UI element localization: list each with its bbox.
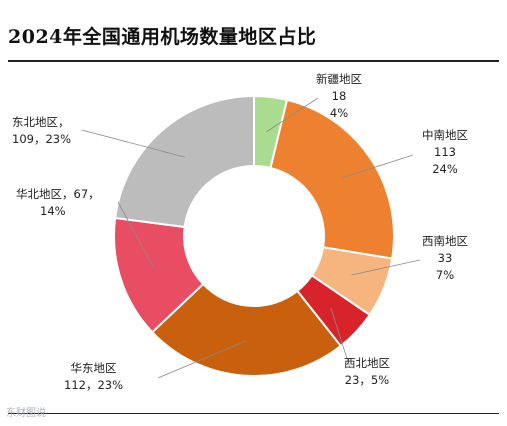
label-dongbei-line2: 109，23%: [12, 132, 72, 146]
leader-line-6: [117, 201, 155, 269]
leader-line-7: [81, 129, 185, 158]
label-xinan-percent: 7%: [435, 268, 455, 282]
leader-line-5: [157, 340, 247, 379]
label-xinan-name: 西南地区: [422, 234, 468, 248]
slice-2: [269, 98, 395, 260]
slices: [113, 94, 395, 377]
label-zhongnan-value: 113: [434, 145, 456, 159]
label-xinan: 西南地区 33 7%: [422, 233, 468, 284]
leader-line-3: [351, 259, 421, 276]
label-zhongnan: 中南地区 113 24%: [422, 127, 468, 178]
label-huabei: 华北地区，67， 14%: [16, 186, 100, 220]
leader-line-1: [266, 97, 319, 133]
label-xinjiang: 新疆地区 18 4%: [316, 71, 362, 122]
slice-5: [150, 282, 343, 377]
top-rule: [8, 60, 499, 62]
bottom-rule: [8, 413, 499, 414]
label-zhongnan-name: 中南地区: [422, 128, 468, 142]
label-xinjiang-name: 新疆地区: [316, 72, 362, 86]
label-huadong-name: 华东地区: [70, 361, 117, 375]
watermark: 东财图说: [6, 408, 46, 419]
label-huabei-line1: 华北地区，67，: [16, 187, 100, 201]
label-xibei: 西北地区 23，5%: [344, 355, 390, 389]
label-dongbei: 东北地区， 109，23%: [12, 114, 71, 148]
leader-lines: [81, 97, 421, 379]
leader-line-4: [330, 307, 351, 369]
label-xibei-value: 23，5%: [344, 373, 390, 387]
chart-title: 2024年全国通用机场数量地区占比: [8, 26, 317, 48]
leader-line-2: [341, 154, 414, 179]
label-zhongnan-percent: 24%: [432, 162, 458, 176]
label-dongbei-line1: 东北地区，: [12, 115, 70, 129]
label-xinjiang-percent: 4%: [329, 106, 349, 120]
label-huabei-percent: 14%: [40, 204, 66, 218]
label-xibei-name: 西北地区: [344, 356, 390, 370]
slice-7: [114, 94, 255, 229]
label-huadong: 华东地区 112，23%: [64, 360, 123, 394]
label-huadong-value: 112，23%: [64, 378, 124, 392]
label-xinjiang-value: 18: [331, 89, 347, 103]
label-xinan-value: 33: [437, 251, 453, 265]
